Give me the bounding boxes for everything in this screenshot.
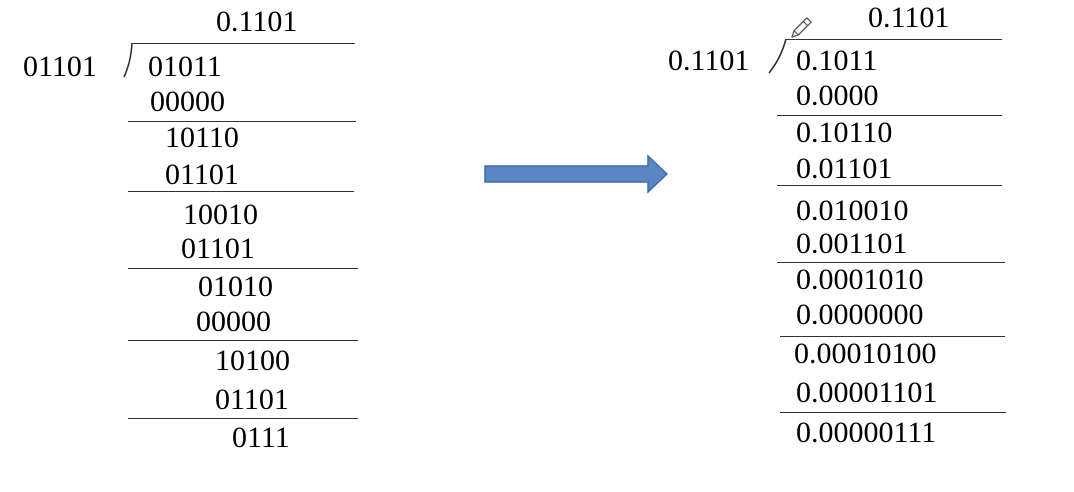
left-division-bracket <box>123 42 133 78</box>
left-step: 01101 <box>165 158 239 191</box>
right-arrow-icon <box>484 154 669 194</box>
right-division-bracket <box>768 38 787 74</box>
left-remainder: 0111 <box>232 421 290 454</box>
left-step: 00000 <box>196 305 271 338</box>
right-step: 0.0001010 <box>796 263 924 296</box>
left-subtract-rule <box>128 191 354 192</box>
right-step: 0.0000000 <box>796 298 924 331</box>
left-subtract-rule <box>128 418 358 419</box>
left-divisor: 01101 <box>23 50 97 83</box>
right-remainder: 0.00000111 <box>796 416 937 449</box>
right-step: 0.010010 <box>796 194 909 227</box>
pencil-icon <box>791 17 812 38</box>
right-divisor: 0.1101 <box>668 44 750 77</box>
left-step: 10110 <box>165 121 239 154</box>
right-step: 0.00010100 <box>794 337 937 370</box>
right-subtract-rule <box>780 412 1006 413</box>
left-subtract-rule <box>128 121 356 122</box>
left-quotient-rule <box>132 43 355 44</box>
left-step: 10010 <box>183 198 258 231</box>
left-step: 00000 <box>150 85 225 118</box>
right-step: 0.10110 <box>796 116 893 149</box>
right-subtract-rule <box>777 185 1002 186</box>
left-step: 01101 <box>181 232 255 265</box>
right-dividend: 0.1011 <box>796 44 878 77</box>
right-step: 0.01101 <box>796 152 893 185</box>
left-step: 01010 <box>198 270 273 303</box>
left-step: 10100 <box>215 344 290 377</box>
right-quotient-rule <box>785 39 1002 40</box>
right-step: 0.0000 <box>796 79 879 112</box>
right-subtract-rule <box>780 336 1005 337</box>
right-step: 0.00001101 <box>796 376 938 409</box>
right-quotient: 0.1101 <box>868 1 950 34</box>
left-subtract-rule <box>128 268 358 269</box>
right-subtract-rule <box>777 262 1005 263</box>
right-subtract-rule <box>777 115 1002 116</box>
left-quotient: 0.1101 <box>216 5 298 38</box>
left-dividend: 01011 <box>148 50 222 83</box>
left-step: 01101 <box>215 383 289 416</box>
left-subtract-rule <box>128 340 358 341</box>
right-step: 0.001101 <box>796 227 908 260</box>
